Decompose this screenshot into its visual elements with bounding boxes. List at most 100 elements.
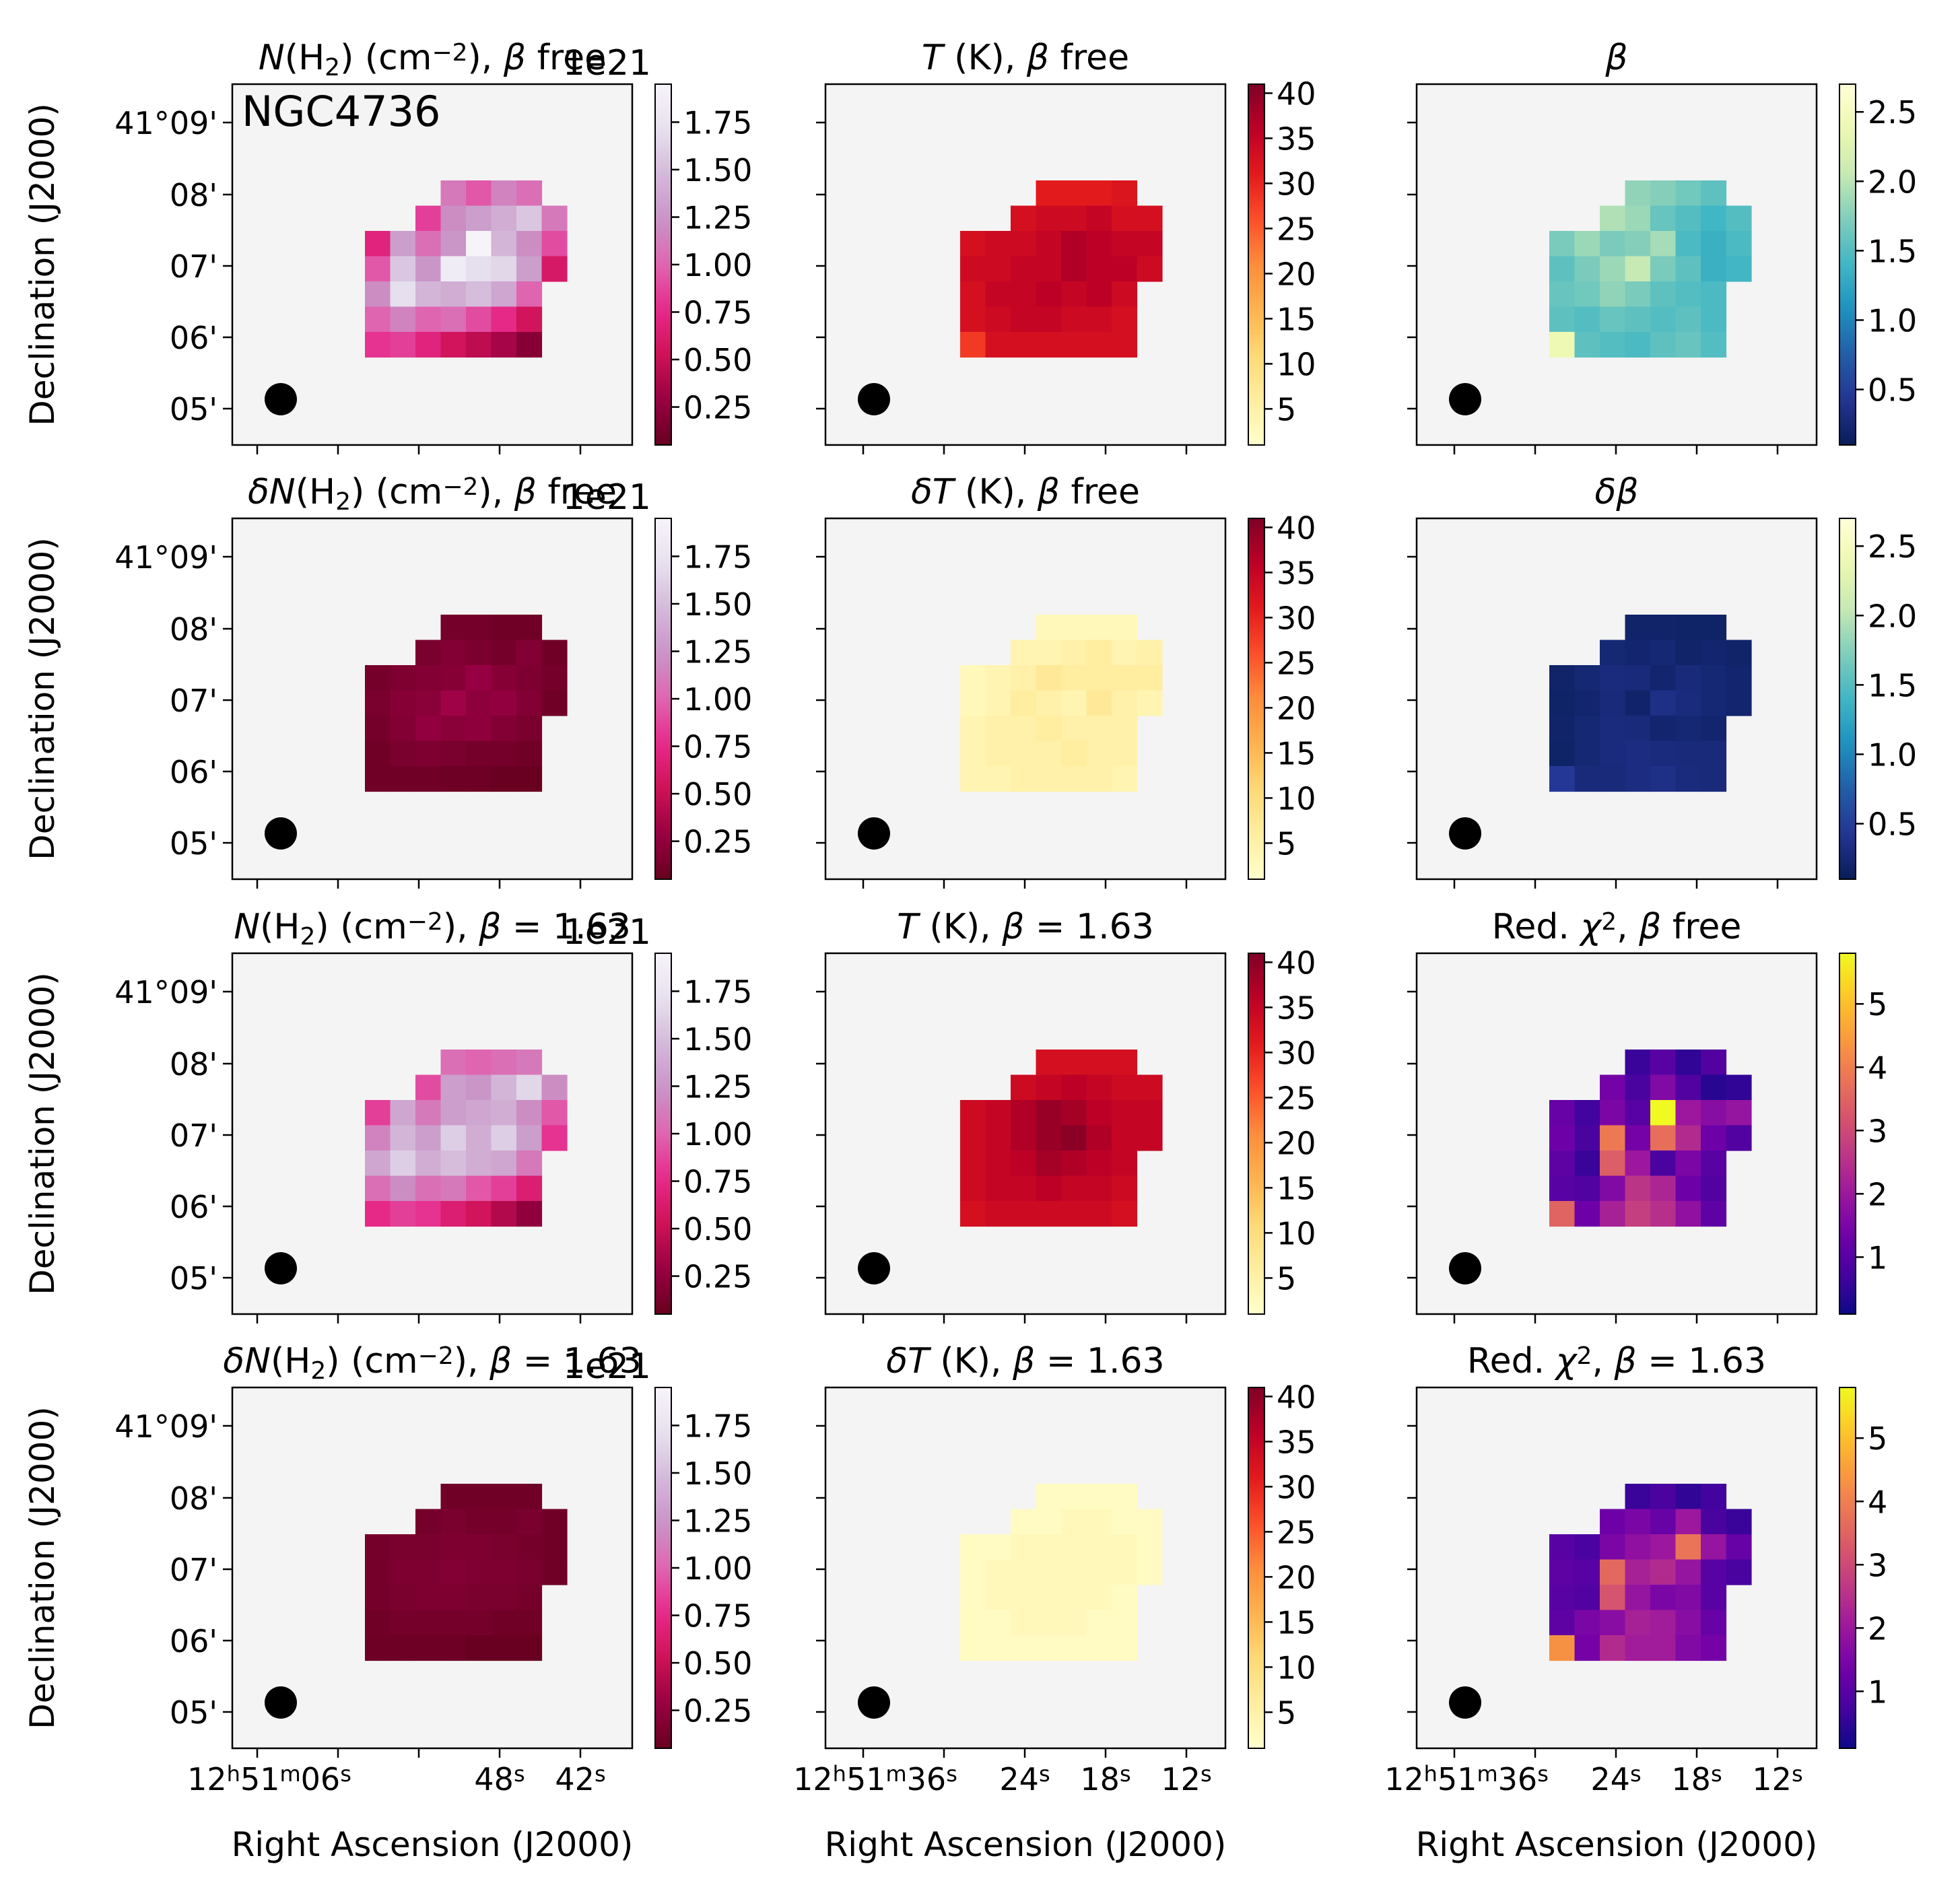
heatmap-cell	[466, 1175, 492, 1202]
heatmap-cell	[491, 281, 517, 308]
heatmap-cell	[1650, 1125, 1677, 1151]
title-part: free	[1661, 907, 1741, 947]
tick-part: s	[595, 1761, 606, 1787]
colorbar-tick-label: 10	[1277, 1215, 1316, 1251]
heatmap-cell	[491, 690, 517, 716]
title-part: (H	[285, 38, 325, 78]
heatmap-cell	[491, 1074, 517, 1101]
heatmap-cell	[1112, 1559, 1138, 1585]
galaxy-label: NGC4736	[242, 87, 441, 136]
heatmap-cell	[516, 615, 543, 641]
heatmap-cell	[516, 1201, 543, 1227]
heatmap-cell	[1036, 1175, 1062, 1202]
heatmap-cell	[1086, 1074, 1112, 1101]
heatmap-cell	[1675, 332, 1701, 358]
heatmap-cell	[1086, 1635, 1112, 1661]
title-part: Red.	[1467, 1341, 1556, 1381]
heatmap-cell	[985, 1585, 1011, 1611]
heatmap-cell	[1701, 1150, 1727, 1177]
colorbar	[1839, 1387, 1856, 1749]
heatmap-cell	[466, 231, 492, 257]
title-part: β	[1037, 472, 1060, 512]
heatmap-cell	[1036, 281, 1062, 308]
colorbar-tick-label: 25	[1277, 1080, 1316, 1116]
heatmap-cell	[415, 1175, 442, 1202]
colorbar-tick-label: 35	[1277, 990, 1316, 1026]
heatmap-cell	[1675, 1610, 1701, 1636]
heatmap-cell	[1600, 1509, 1626, 1535]
heatmap-cell	[1600, 1100, 1626, 1126]
title-part: = 1.63	[1035, 1341, 1164, 1381]
heatmap-cell	[1701, 256, 1727, 282]
y-axis-label: Declination (J2000)	[23, 103, 62, 426]
heatmap-cell	[1086, 205, 1112, 232]
axes-frame	[231, 83, 634, 446]
heatmap-cell	[1112, 1610, 1138, 1636]
heatmap-cell	[1600, 1074, 1626, 1101]
beam-marker	[265, 383, 297, 415]
heatmap-cell	[1137, 231, 1163, 257]
heatmap-cell	[1650, 231, 1677, 257]
heatmap-cell	[1036, 231, 1062, 257]
heatmap-cell	[985, 1150, 1011, 1177]
y-tick-label: 06'	[170, 320, 217, 356]
colorbar-tick-label: 1.75	[683, 104, 752, 141]
heatmap-cell	[466, 1125, 492, 1151]
heatmap-cell	[1112, 231, 1138, 257]
heatmap-cell	[390, 1585, 416, 1611]
heatmap-cell	[390, 716, 416, 742]
title-part: (K),	[954, 472, 1038, 512]
heatmap-cell	[491, 1610, 517, 1636]
y-tick-label: 08'	[170, 177, 217, 213]
heatmap-cell	[960, 1610, 986, 1636]
heatmap-cell	[1675, 690, 1701, 716]
colorbar-tick-label: 1.50	[683, 1021, 752, 1058]
x-tick-label: 12h51m36s	[1384, 1761, 1549, 1797]
heatmap-cell	[1061, 615, 1087, 641]
heatmap-cell	[365, 1125, 391, 1151]
colorbar-tick-label: 30	[1277, 1035, 1316, 1071]
title-part: β	[1001, 907, 1024, 947]
colorbar-tick-label: 5	[1277, 391, 1296, 427]
heatmap-cell	[985, 1175, 1011, 1202]
heatmap-cell	[1061, 332, 1087, 358]
title-part: ),	[468, 38, 504, 78]
heatmap-cell	[440, 640, 467, 666]
heatmap-cell	[1625, 766, 1651, 792]
title-part: = 1.63	[1024, 907, 1153, 947]
heatmap-cell	[1011, 1509, 1037, 1535]
heatmap-cell	[1086, 256, 1112, 282]
heatmap-cell	[1137, 665, 1163, 691]
heatmap-cell	[1011, 1074, 1037, 1101]
colorbar-tick-label: 0.75	[683, 729, 752, 765]
heatmap-cell	[1675, 1635, 1701, 1661]
heatmap-cell	[1574, 665, 1600, 691]
heatmap-cell	[541, 1100, 568, 1126]
heatmap-cell	[390, 1201, 416, 1227]
tick-part: 12	[793, 1761, 833, 1797]
colorbar-tick-label: 2.5	[1868, 528, 1917, 565]
heatmap-cell	[1574, 716, 1600, 742]
heatmap-cell	[1036, 665, 1062, 691]
colorbar	[1839, 518, 1856, 880]
heatmap-cell	[1549, 306, 1576, 333]
heatmap-cell	[491, 1050, 517, 1076]
heatmap-cell	[1650, 1534, 1677, 1560]
heatmap-cell	[440, 1175, 467, 1202]
title-part: = 1.63	[512, 1341, 641, 1381]
colorbar-tick-label: 1.75	[683, 539, 752, 575]
heatmap-cell	[1061, 1100, 1087, 1126]
heatmap-cell	[985, 231, 1011, 257]
colorbar-tick-label: 1.0	[1868, 302, 1917, 339]
heatmap-cell	[960, 1559, 986, 1585]
heatmap-cell	[1011, 306, 1037, 333]
colorbar-tick-label: 1.0	[1868, 736, 1917, 773]
y-tick-label: 07'	[170, 1552, 217, 1588]
heatmap-cell	[1701, 665, 1727, 691]
beam-marker	[1449, 1252, 1481, 1284]
heatmap-cell	[1086, 741, 1112, 767]
heatmap-cell	[1112, 1125, 1138, 1151]
heatmap-cell	[541, 690, 568, 716]
heatmap-cell	[1726, 1534, 1752, 1560]
colorbar-tick-label: 5	[1868, 986, 1887, 1023]
